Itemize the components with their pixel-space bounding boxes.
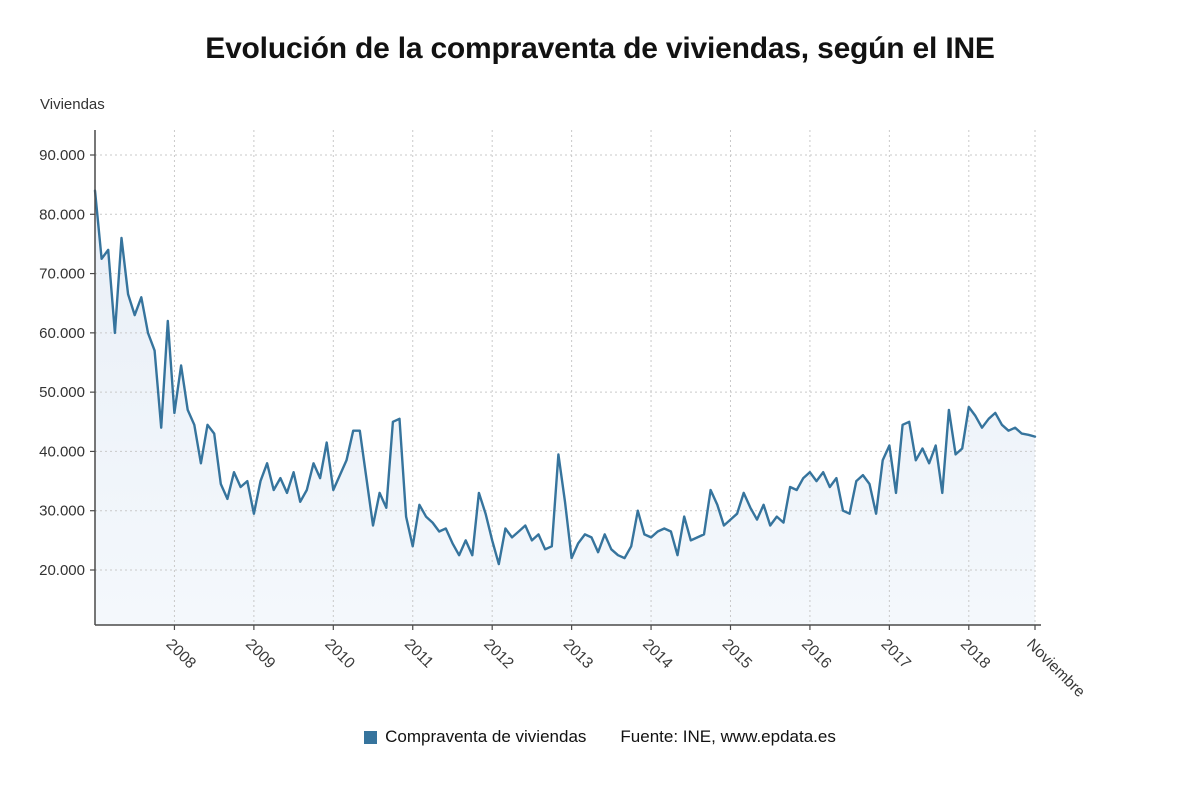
svg-text:2018: 2018: [957, 636, 993, 672]
source-text: Fuente: INE, www.epdata.es: [620, 727, 836, 746]
legend-swatch-icon: [364, 730, 378, 744]
svg-text:2013: 2013: [560, 636, 596, 672]
y-axis-title: Viviendas: [40, 96, 105, 113]
svg-text:30.000: 30.000: [39, 503, 85, 520]
svg-text:2014: 2014: [639, 636, 676, 673]
legend-label: Compraventa de viviendas: [385, 727, 587, 746]
svg-text:Noviembre: Noviembre: [1023, 636, 1088, 701]
svg-text:90.000: 90.000: [39, 147, 85, 164]
svg-text:40.000: 40.000: [39, 443, 85, 460]
svg-text:2011: 2011: [401, 636, 437, 672]
svg-text:2012: 2012: [480, 636, 516, 672]
line-chart: 20.000 30.000 40.000 50.000 60.000 70.000 80.0…: [39, 130, 1088, 701]
svg-text:80.000: 80.000: [39, 206, 85, 223]
chart-title: Evolución de la compraventa de viviendas…: [205, 32, 995, 65]
svg-text:2015: 2015: [719, 636, 755, 672]
svg-text:2009: 2009: [242, 636, 278, 672]
svg-text:2010: 2010: [321, 636, 358, 673]
svg-text:20.000: 20.000: [39, 562, 85, 579]
svg-text:2017: 2017: [878, 636, 914, 672]
svg-text:50.000: 50.000: [39, 384, 85, 401]
legend: Compraventa de viviendas Fuente: INE, ww…: [0, 727, 1200, 747]
svg-text:60.000: 60.000: [39, 325, 85, 342]
svg-text:2008: 2008: [163, 636, 199, 672]
svg-text:2016: 2016: [798, 636, 834, 672]
svg-text:70.000: 70.000: [39, 266, 85, 283]
